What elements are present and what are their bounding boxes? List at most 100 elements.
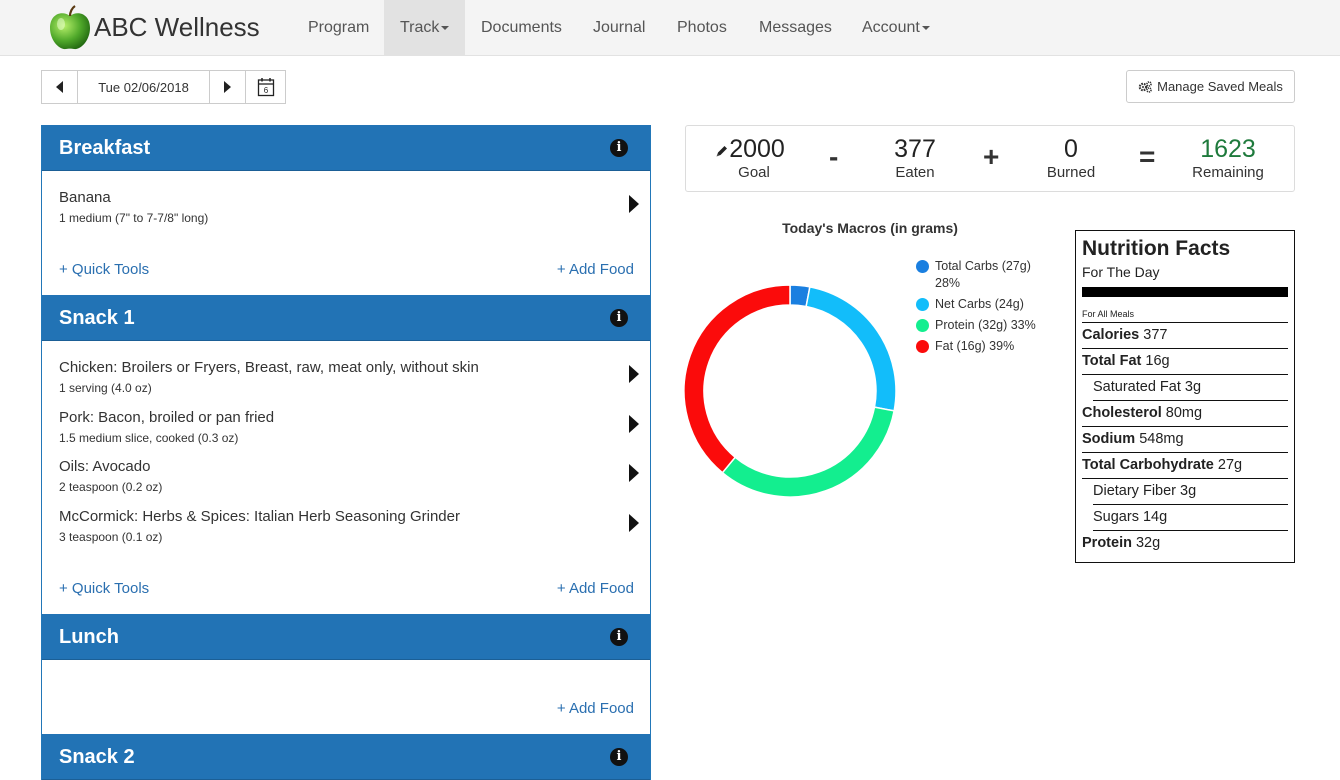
caret-right-icon[interactable] bbox=[629, 195, 639, 213]
nf-label: Calories bbox=[1082, 327, 1140, 343]
nf-row-cholesterol: Cholesterol 80mg bbox=[1082, 401, 1288, 427]
for-all-meals-label: For All Meals bbox=[1082, 308, 1288, 323]
nav-program[interactable]: Program bbox=[292, 0, 385, 55]
food-serving: 1 serving (4.0 oz) bbox=[59, 381, 152, 395]
calorie-summary: 2000 Goal - 377 Eaten + 0 Burned = 1623 … bbox=[685, 125, 1295, 192]
burned-block: 0 Burned bbox=[1031, 134, 1111, 182]
nf-row-sodium: Sodium 548mg bbox=[1082, 427, 1288, 453]
nutrition-facts-title: Nutrition Facts bbox=[1082, 237, 1231, 260]
nav-documents-label: Documents bbox=[481, 19, 562, 36]
legend-swatch bbox=[916, 298, 929, 311]
nav-track[interactable]: Track bbox=[384, 0, 466, 55]
donut-slice-2[interactable] bbox=[721, 406, 896, 498]
brand-name[interactable]: ABC Wellness bbox=[94, 12, 260, 42]
nav-journal[interactable]: Journal bbox=[577, 0, 661, 55]
nf-label: Sodium bbox=[1082, 431, 1136, 447]
calendar-button[interactable]: 6 bbox=[245, 70, 286, 104]
nav-messages[interactable]: Messages bbox=[743, 0, 848, 55]
chart-legend: Total Carbs (27g) 28% Net Carbs (24g) Prot… bbox=[916, 258, 1036, 359]
remaining-label: Remaining bbox=[1192, 164, 1264, 181]
info-icon[interactable]: i bbox=[610, 748, 628, 766]
equals-sign: = bbox=[1139, 141, 1156, 172]
caret-right-icon[interactable] bbox=[629, 365, 639, 383]
gears-icon bbox=[1138, 80, 1152, 93]
plus-sign: + bbox=[983, 141, 1000, 172]
breakfast-quick-tools-link[interactable]: + Quick Tools bbox=[59, 261, 150, 278]
food-item-chicken[interactable]: Chicken: Broilers or Fryers, Breast, raw… bbox=[59, 359, 639, 395]
info-icon[interactable]: i bbox=[610, 309, 628, 327]
chevron-right-icon bbox=[224, 81, 231, 93]
food-serving: 2 teaspoon (0.2 oz) bbox=[59, 480, 163, 494]
nav-photos[interactable]: Photos bbox=[661, 0, 743, 55]
nutrition-facts-panel: Nutrition Facts For The Day For All Meal… bbox=[1075, 230, 1295, 563]
food-item-bacon[interactable]: Pork: Bacon, broiled or pan fried 1.5 me… bbox=[59, 409, 639, 445]
snack1-title: Snack 1 bbox=[59, 307, 135, 329]
burned-value: 0 bbox=[1064, 135, 1078, 163]
food-name: McCormick: Herbs & Spices: Italian Herb … bbox=[59, 508, 460, 525]
legend-item[interactable]: Total Carbs (27g) 28% bbox=[916, 258, 1036, 292]
snack1-header[interactable]: Snack 1 i bbox=[42, 295, 650, 341]
legend-item[interactable]: Protein (32g) 33% bbox=[916, 317, 1036, 334]
nf-value: 377 bbox=[1143, 327, 1168, 343]
nav-documents[interactable]: Documents bbox=[465, 0, 578, 55]
goal-value: 2000 bbox=[729, 135, 785, 163]
nav-journal-label: Journal bbox=[593, 19, 646, 36]
nf-row-dietary-fiber: Dietary Fiber 3g bbox=[1093, 479, 1288, 505]
caret-right-icon[interactable] bbox=[629, 514, 639, 532]
breakfast-header[interactable]: Breakfast i bbox=[42, 125, 650, 171]
pencil-icon[interactable] bbox=[715, 144, 729, 158]
food-item-herb-seasoning[interactable]: McCormick: Herbs & Spices: Italian Herb … bbox=[59, 508, 639, 544]
nf-label: Total Carbohydrate bbox=[1082, 457, 1214, 473]
top-navbar: ABC Wellness Program Track Documents Jou… bbox=[0, 0, 1340, 56]
nf-value: 32g bbox=[1135, 535, 1161, 551]
chevron-left-icon bbox=[56, 81, 63, 93]
food-serving: 3 teaspoon (0.1 oz) bbox=[59, 530, 163, 544]
info-icon[interactable]: i bbox=[610, 139, 628, 157]
nav-track-label: Track bbox=[400, 19, 440, 36]
apple-logo-icon[interactable] bbox=[46, 4, 94, 52]
nf-row-total-fat: Total Fat 16g bbox=[1082, 349, 1288, 375]
nf-value: 548mg bbox=[1139, 431, 1184, 447]
nav-photos-label: Photos bbox=[677, 19, 727, 36]
caret-right-icon[interactable] bbox=[629, 415, 639, 433]
donut-slice-1[interactable] bbox=[805, 285, 897, 412]
eaten-block: 377 Eaten bbox=[876, 134, 954, 182]
food-name: Pork: Bacon, broiled or pan fried bbox=[59, 409, 275, 426]
manage-saved-meals-button[interactable]: Manage Saved Meals bbox=[1126, 70, 1295, 103]
nav-account[interactable]: Account bbox=[846, 0, 946, 55]
snack1-quick-tools-link[interactable]: + Quick Tools bbox=[59, 580, 150, 597]
macros-donut-chart bbox=[683, 284, 897, 498]
legend-swatch bbox=[916, 260, 929, 273]
legend-swatch bbox=[916, 340, 929, 353]
legend-label: Total Carbs (27g) 28% bbox=[935, 259, 1031, 290]
donut-slice-3[interactable] bbox=[683, 284, 791, 474]
date-field[interactable]: Tue 02/06/2018 bbox=[77, 70, 210, 104]
next-day-button[interactable] bbox=[209, 70, 246, 104]
info-icon[interactable]: i bbox=[610, 628, 628, 646]
legend-label: Net Carbs (24g) bbox=[935, 297, 1024, 311]
goal-label: Goal bbox=[738, 164, 770, 181]
caret-right-icon[interactable] bbox=[629, 464, 639, 482]
nutrition-facts-subtitle: For The Day bbox=[1082, 264, 1160, 280]
snack2-header[interactable]: Snack 2 i bbox=[42, 734, 650, 780]
legend-item[interactable]: Fat (16g) 39% bbox=[916, 338, 1036, 355]
lunch-add-food-link[interactable]: + Add Food bbox=[556, 700, 634, 717]
nf-label: Total Fat bbox=[1082, 353, 1142, 369]
food-item-avocado-oil[interactable]: Oils: Avocado 2 teaspoon (0.2 oz) bbox=[59, 458, 639, 494]
snack1-add-food-link[interactable]: + Add Food bbox=[556, 580, 634, 597]
goal-block[interactable]: 2000 Goal bbox=[708, 134, 792, 182]
nf-row-protein: Protein 32g bbox=[1082, 531, 1288, 557]
nf-label: Saturated Fat bbox=[1093, 379, 1181, 395]
nf-value: 80mg bbox=[1165, 405, 1203, 421]
breakfast-add-food-link[interactable]: + Add Food bbox=[556, 261, 634, 278]
caret-down-icon bbox=[441, 25, 450, 30]
food-item-banana[interactable]: Banana 1 medium (7" to 7-7/8" long) bbox=[59, 189, 639, 225]
previous-day-button[interactable] bbox=[41, 70, 78, 104]
caret-down-icon bbox=[921, 25, 930, 30]
food-name: Banana bbox=[59, 189, 111, 206]
legend-item[interactable]: Net Carbs (24g) bbox=[916, 296, 1036, 313]
nf-value: 27g bbox=[1217, 457, 1243, 473]
calendar-day-text: 6 bbox=[263, 86, 268, 95]
nf-value: 3g bbox=[1180, 483, 1197, 499]
lunch-header[interactable]: Lunch i bbox=[42, 614, 650, 660]
